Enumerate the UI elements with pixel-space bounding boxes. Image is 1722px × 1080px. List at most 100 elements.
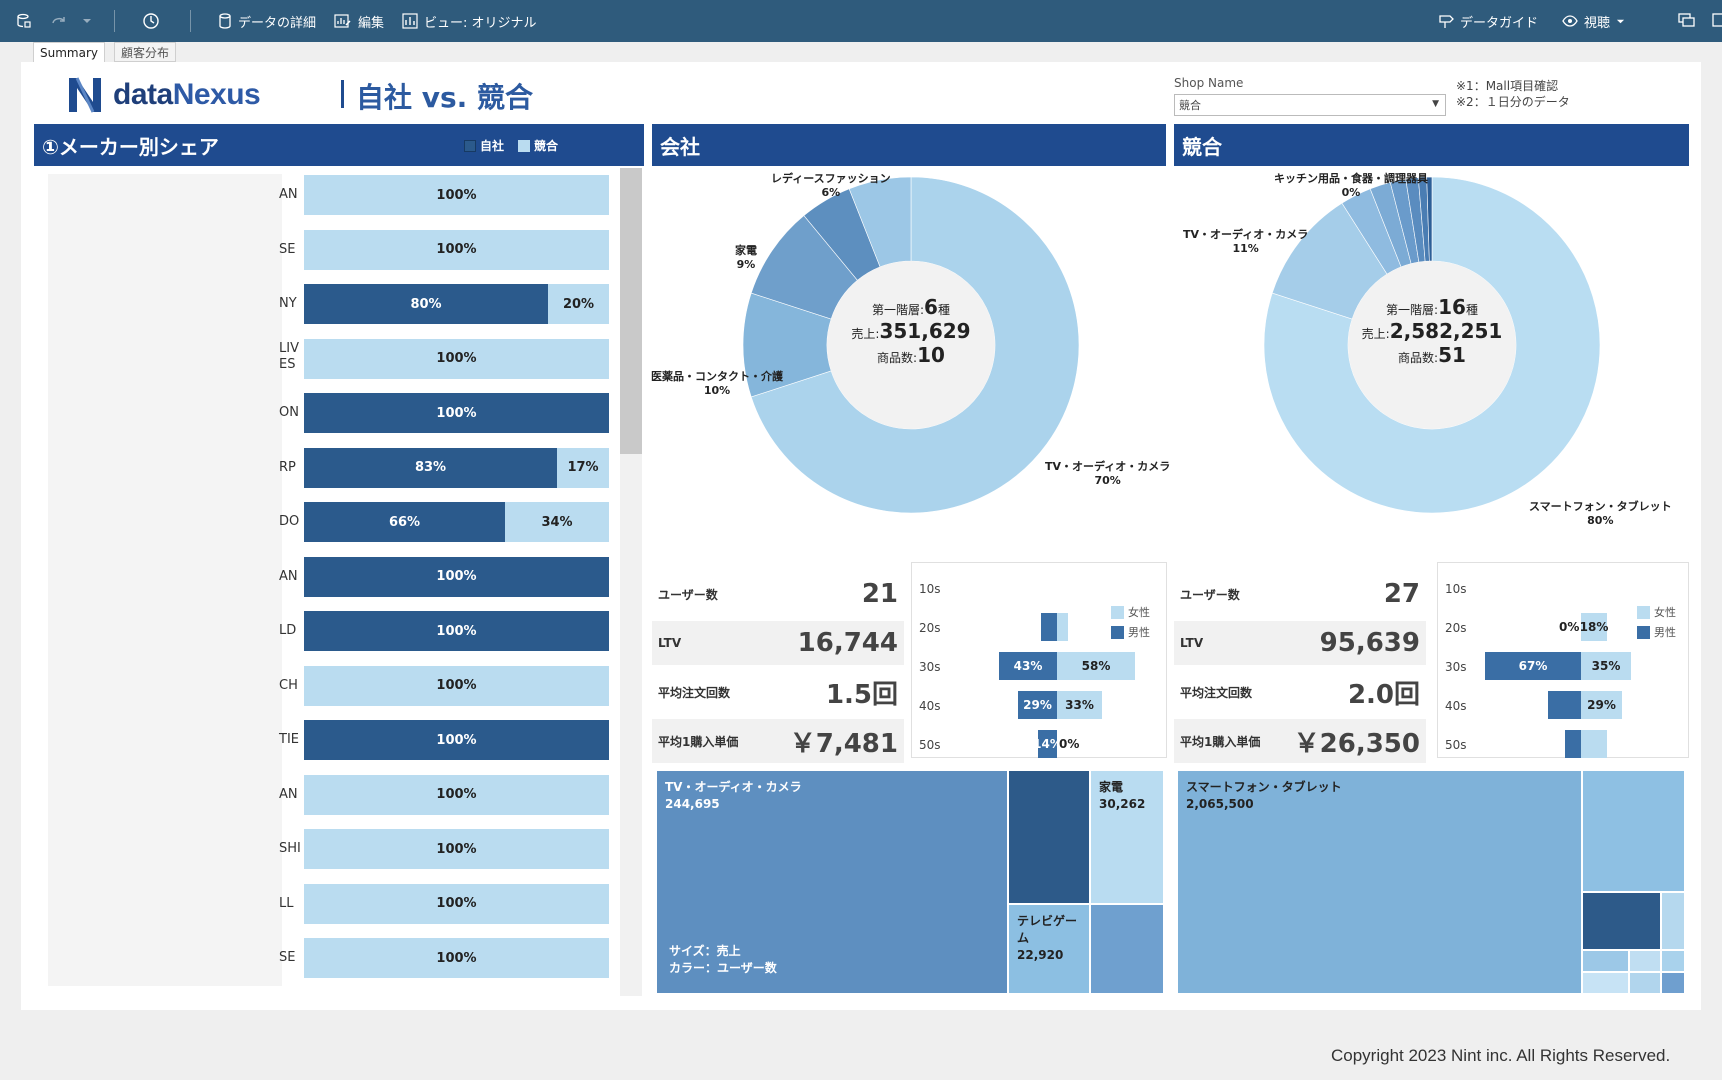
own-share-bar[interactable]: 83% xyxy=(304,447,557,488)
comp-share-bar[interactable]: 100% xyxy=(304,829,609,869)
comp-share-bar[interactable]: 34% xyxy=(505,502,609,542)
own-share-bar[interactable]: 100% xyxy=(304,720,609,760)
data-guide-button[interactable]: データガイド xyxy=(1438,0,1538,42)
male-age-bar[interactable]: 14% xyxy=(1033,730,1062,758)
kpi-value: 16,744 xyxy=(797,628,898,658)
tab-summary[interactable]: Summary xyxy=(33,42,105,62)
share-row[interactable]: AN 100% xyxy=(21,556,621,597)
comments-icon[interactable] xyxy=(1678,0,1696,42)
share-row[interactable]: SHI 100% xyxy=(21,829,621,869)
male-age-bar[interactable]: 67% xyxy=(1485,652,1581,680)
comp-share-bar[interactable]: 100% xyxy=(304,175,609,215)
share-row[interactable]: AN 100% xyxy=(21,774,621,815)
kpi-value: 95,639 xyxy=(1319,628,1420,658)
comp-items-value: 51 xyxy=(1438,343,1466,367)
female-age-bar[interactable]: 35% xyxy=(1581,652,1631,680)
age-label: 10s xyxy=(1445,582,1467,596)
share-row[interactable]: AN 100% xyxy=(21,175,621,215)
own-share-bar[interactable]: 100% xyxy=(304,556,609,597)
male-age-bar[interactable] xyxy=(1548,691,1581,719)
kpi-row: 平均注文回数 1.5回 xyxy=(652,670,904,714)
fullscreen-icon[interactable] xyxy=(1712,0,1722,42)
comp-treemap-cell[interactable] xyxy=(1661,950,1685,972)
own-items-value: 10 xyxy=(917,343,945,367)
female-age-bar[interactable]: 29% xyxy=(1581,691,1622,719)
comp-treemap-cell[interactable] xyxy=(1629,972,1661,994)
female-age-bar[interactable] xyxy=(1581,730,1607,758)
kpi-label: 平均1購入単価 xyxy=(658,734,739,749)
share-row[interactable]: SE 100% xyxy=(21,938,621,978)
own-treemap-dark-cell[interactable] xyxy=(1008,770,1090,904)
own-treemap-tv[interactable]: TV・オーディオ・カメラ 244,695 サイズ：売上 カラー：ユーザー数 xyxy=(656,770,1008,994)
comp-treemap-cell[interactable] xyxy=(1582,950,1629,972)
own-category-donut: 第一階層:6種 売上:351,629 商品数:10 xyxy=(741,175,1081,515)
age-label: 20s xyxy=(1445,621,1467,635)
age-label: 30s xyxy=(919,660,941,674)
age-label: 50s xyxy=(1445,738,1467,752)
comp-share-bar[interactable]: 100% xyxy=(304,338,609,379)
comp-share-bar[interactable]: 100% xyxy=(304,774,609,815)
share-row[interactable]: NY 80% 20% xyxy=(21,284,621,324)
own-share-bar[interactable]: 100% xyxy=(304,393,609,433)
male-age-bar[interactable]: 29% xyxy=(1018,691,1057,719)
comp-ann-smartphone: スマートフォン・タブレット 80% xyxy=(1529,500,1672,527)
comp-sales-label: 売上: xyxy=(1361,327,1390,341)
edit-button[interactable]: 編集 xyxy=(334,0,384,42)
comp-treemap-cell[interactable] xyxy=(1661,972,1685,994)
comp-panel-title: 競合 xyxy=(1182,134,1222,159)
comp-share-bar[interactable]: 17% xyxy=(557,447,609,488)
comp-share-bar[interactable]: 20% xyxy=(548,284,609,324)
share-row[interactable]: LL 100% xyxy=(21,883,621,924)
maker-label: AN xyxy=(279,187,298,202)
comp-panel-header: 競合 xyxy=(1174,124,1689,166)
female-age-bar[interactable] xyxy=(1057,613,1068,641)
share-row[interactable]: LD 100% xyxy=(21,611,621,651)
female-age-bar[interactable]: 18% xyxy=(1580,613,1608,641)
comp-treemap-cell[interactable] xyxy=(1582,892,1661,950)
male-age-bar[interactable]: 43% xyxy=(999,652,1057,680)
male-age-bar[interactable] xyxy=(1565,730,1581,758)
data-details-button[interactable]: データの詳細 xyxy=(218,0,316,42)
sheet-tabs: Summary 顧客分布 xyxy=(0,42,1722,62)
view-original-button[interactable]: ビュー: オリジナル xyxy=(402,0,537,42)
share-scrollbar-thumb[interactable] xyxy=(620,168,642,454)
own-share-bar[interactable]: 100% xyxy=(304,611,609,651)
comp-treemap-smartphone[interactable]: スマートフォン・タブレット 2,065,500 xyxy=(1177,770,1582,994)
comp-treemap-cell[interactable] xyxy=(1629,950,1661,972)
own-share-bar[interactable]: 80% xyxy=(304,284,548,324)
comp-share-bar[interactable]: 100% xyxy=(304,938,609,978)
share-row[interactable]: DO 66% 34% xyxy=(21,502,621,542)
comp-share-bar[interactable]: 100% xyxy=(304,665,609,706)
datasource-icon[interactable] xyxy=(16,0,32,42)
own-treemap-game-label: テレビゲーム xyxy=(1017,914,1078,945)
shop-name-filter[interactable]: 競合 ▼ xyxy=(1174,94,1446,116)
share-row[interactable]: RP 83% 17% xyxy=(21,447,621,488)
share-row[interactable]: LIV ES 100% xyxy=(21,338,621,379)
own-treemap-appliance[interactable]: 家電 30,262 xyxy=(1090,770,1164,904)
share-row[interactable]: ON 100% xyxy=(21,393,621,433)
refresh-icon[interactable] xyxy=(142,0,160,42)
watch-button[interactable]: 視聴 xyxy=(1562,0,1625,42)
comp-treemap-cell[interactable] xyxy=(1582,972,1629,994)
own-share-bar[interactable]: 66% xyxy=(304,502,505,542)
own-treemap-game[interactable]: テレビゲーム 22,920 xyxy=(1008,904,1090,994)
comp-treemap-cell[interactable] xyxy=(1582,770,1685,892)
female-age-bar[interactable]: 33% xyxy=(1057,691,1102,719)
chevron-down-icon xyxy=(1616,19,1625,23)
kpi-value: 21 xyxy=(861,579,898,609)
comp-share-bar[interactable]: 100% xyxy=(304,229,609,270)
share-row[interactable]: SE 100% xyxy=(21,229,621,270)
male-age-bar[interactable] xyxy=(1041,613,1057,641)
female-age-bar[interactable]: 58% xyxy=(1057,652,1135,680)
redo-icon[interactable] xyxy=(50,0,70,42)
female-swatch xyxy=(1111,605,1124,619)
own-treemap-small-cell[interactable] xyxy=(1090,904,1164,994)
share-row[interactable]: CH 100% xyxy=(21,665,621,706)
comp-tier-value: 16 xyxy=(1438,295,1466,319)
share-row[interactable]: TIE 100% xyxy=(21,720,621,760)
tab-customer-distribution[interactable]: 顧客分布 xyxy=(114,42,177,62)
redo-dropdown-icon[interactable] xyxy=(82,0,92,42)
comp-share-bar[interactable]: 100% xyxy=(304,883,609,924)
comp-treemap-cell[interactable] xyxy=(1661,892,1685,950)
own-treemap-notes: サイズ：売上 カラー：ユーザー数 xyxy=(669,943,777,977)
